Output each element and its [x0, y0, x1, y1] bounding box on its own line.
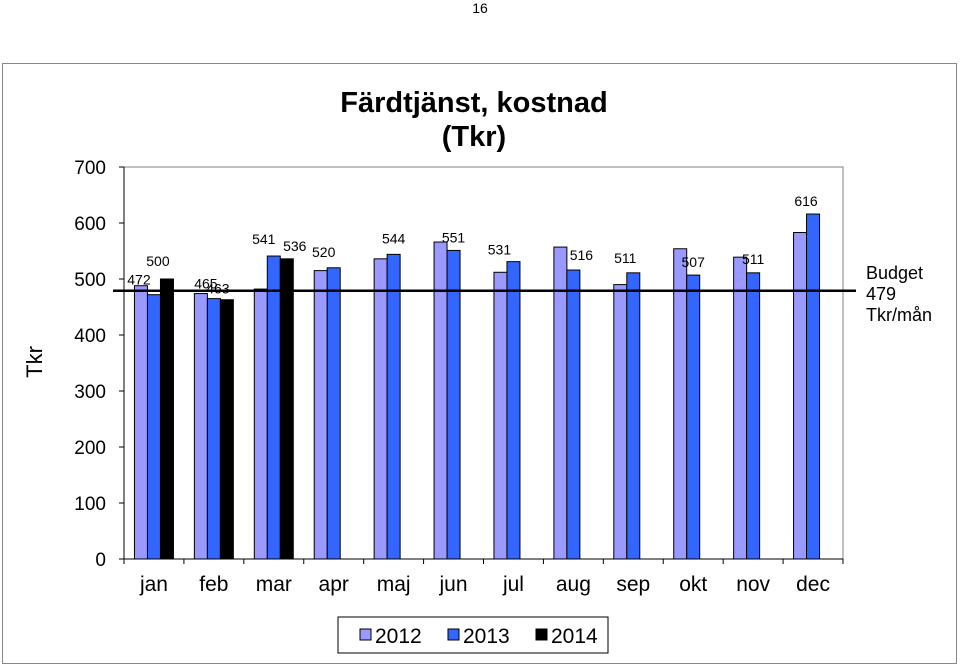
- bar-2013-maj: [386, 253, 401, 560]
- x-tick-label: jun: [439, 573, 468, 596]
- legend-label-2013: 2013: [463, 625, 510, 648]
- bar-2013-dec: [806, 213, 821, 560]
- y-tick-label: 100: [74, 494, 106, 515]
- chart-title-line-1: Färdtjänst, kostnad: [340, 87, 608, 119]
- legend-swatch-2013: [447, 628, 460, 641]
- y-tick-label: 500: [74, 270, 106, 291]
- data-label: 616: [794, 193, 818, 209]
- x-tick-label: jul: [502, 573, 524, 596]
- bar-2013-jan: [146, 294, 161, 560]
- y-tick-label: 600: [74, 214, 106, 235]
- data-label: 507: [682, 254, 706, 270]
- bar-2014-jan: [159, 278, 174, 560]
- plot-area: 0 100 200 300 400 500 600 700 jan feb mar apr maj jun…: [74, 158, 932, 596]
- data-label: 516: [570, 247, 594, 263]
- data-label: 536: [283, 238, 307, 254]
- legend: 2012 2013 2014: [337, 616, 609, 654]
- data-label: 465: [194, 276, 218, 292]
- y-tick-label: 0: [95, 550, 106, 571]
- data-label: 472: [127, 272, 151, 288]
- x-tick-label: mar: [256, 573, 292, 596]
- x-tick-label: sep: [616, 573, 650, 596]
- bar-2014-mar: [279, 258, 294, 560]
- data-label: 511: [614, 250, 637, 266]
- bar-2013-jun: [446, 249, 461, 560]
- chart-title-line-2: (Tkr): [442, 121, 506, 153]
- bar-2014-feb: [219, 299, 234, 560]
- data-label: 511: [742, 251, 765, 267]
- budget-label-line: Budget: [866, 263, 923, 283]
- bar-2012-mar: [253, 288, 268, 560]
- bar-2012-apr: [313, 270, 328, 560]
- bar-2012-jul: [493, 271, 508, 560]
- bar-2012-okt: [673, 248, 688, 560]
- x-tick-label: feb: [199, 573, 228, 596]
- bar-2013-mar: [266, 255, 281, 560]
- x-tick-label: dec: [796, 573, 830, 596]
- x-tick-label: apr: [319, 573, 349, 596]
- bar-2013-feb: [206, 298, 221, 560]
- bar-2013-aug: [566, 269, 581, 560]
- bar-2012-sep: [613, 284, 628, 560]
- data-label: 500: [146, 253, 170, 269]
- page-number: 16: [472, 0, 488, 16]
- chart-title: Färdtjänst, kostnad (Tkr): [340, 87, 608, 153]
- data-label: 544: [382, 230, 406, 246]
- bar-2013-apr: [326, 267, 341, 560]
- data-label: 541: [252, 231, 276, 247]
- bar-2012-jan: [133, 285, 148, 560]
- legend-swatch-2014: [535, 628, 548, 641]
- y-tick-label: 300: [74, 382, 106, 403]
- budget-label: Budget 479 Tkr/mån: [866, 263, 932, 325]
- x-tick-label: maj: [377, 573, 411, 596]
- y-axis-label: Tkr: [22, 346, 47, 378]
- x-tick-label: aug: [556, 573, 591, 596]
- y-tick-label: 700: [74, 158, 106, 179]
- x-tick-label: okt: [679, 573, 707, 596]
- budget-label-line: 479: [866, 284, 896, 304]
- x-tick-label: nov: [736, 573, 770, 596]
- y-tick-label: 400: [74, 326, 106, 347]
- budget-label-line: Tkr/mån: [866, 305, 932, 325]
- plot-background: [123, 166, 844, 560]
- y-tick-label: 200: [74, 438, 106, 459]
- bar-2013-okt: [686, 274, 701, 560]
- bar-2012-feb: [193, 293, 208, 560]
- data-label: 531: [488, 242, 512, 258]
- bar-2013-nov: [746, 272, 761, 560]
- bar-2012-maj: [373, 258, 388, 560]
- x-tick-label: jan: [139, 573, 168, 596]
- bar-2012-dec: [793, 232, 808, 560]
- bar-2013-sep: [626, 272, 641, 560]
- legend-label-2014: 2014: [551, 625, 598, 648]
- data-label: 463: [206, 281, 230, 297]
- data-label: 551: [442, 229, 466, 245]
- bar-2013-jul: [506, 261, 521, 560]
- bar-2012-aug: [553, 246, 568, 560]
- legend-label-2012: 2012: [375, 625, 422, 648]
- legend-box: [337, 616, 609, 654]
- legend-swatch-2012: [359, 628, 372, 641]
- data-label: 520: [312, 244, 336, 260]
- bar-2012-nov: [733, 256, 748, 560]
